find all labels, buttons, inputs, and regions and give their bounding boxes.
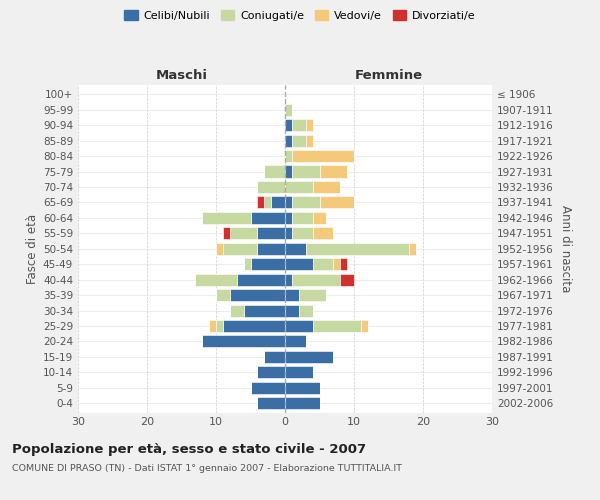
Bar	[196, 274, 237, 285]
Bar	[285, 289, 299, 301]
Bar	[285, 382, 320, 394]
Bar	[340, 258, 347, 270]
Bar	[216, 289, 230, 301]
Bar	[244, 258, 251, 270]
Bar	[265, 196, 271, 208]
Bar	[257, 181, 285, 193]
Legend: Celibi/Nubili, Coniugati/e, Vedovi/e, Divorziati/e: Celibi/Nubili, Coniugati/e, Vedovi/e, Di…	[120, 6, 480, 25]
Bar	[285, 212, 292, 224]
Bar	[340, 274, 354, 285]
Bar	[292, 274, 340, 285]
Bar	[265, 166, 285, 177]
Bar	[285, 351, 334, 363]
Bar	[409, 242, 416, 255]
Bar	[285, 196, 292, 208]
Bar	[237, 274, 285, 285]
Bar	[292, 166, 320, 177]
Bar	[313, 320, 361, 332]
Bar	[251, 258, 285, 270]
Bar	[230, 289, 285, 301]
Bar	[306, 134, 313, 146]
Bar	[285, 304, 299, 316]
Bar	[257, 366, 285, 378]
Bar	[251, 212, 285, 224]
Bar	[292, 150, 354, 162]
Bar	[257, 196, 265, 208]
Bar	[285, 119, 292, 131]
Bar	[285, 150, 292, 162]
Bar	[306, 242, 409, 255]
Bar	[285, 336, 306, 347]
Bar	[285, 104, 292, 116]
Bar	[320, 196, 354, 208]
Bar	[271, 196, 285, 208]
Bar	[334, 258, 340, 270]
Bar	[320, 166, 347, 177]
Text: COMUNE DI PRASO (TN) - Dati ISTAT 1° gennaio 2007 - Elaborazione TUTTITALIA.IT: COMUNE DI PRASO (TN) - Dati ISTAT 1° gen…	[12, 464, 402, 473]
Bar	[230, 304, 244, 316]
Bar	[244, 304, 285, 316]
Text: Femmine: Femmine	[355, 70, 422, 82]
Bar	[313, 212, 326, 224]
Bar	[313, 258, 334, 270]
Bar	[292, 212, 313, 224]
Bar	[257, 242, 285, 255]
Bar	[285, 242, 306, 255]
Bar	[306, 119, 313, 131]
Bar	[313, 228, 334, 239]
Bar	[285, 397, 320, 409]
Bar	[292, 119, 306, 131]
Bar	[285, 366, 313, 378]
Text: Popolazione per età, sesso e stato civile - 2007: Popolazione per età, sesso e stato civil…	[12, 442, 366, 456]
Bar	[361, 320, 368, 332]
Bar	[209, 320, 216, 332]
Bar	[257, 228, 285, 239]
Bar	[230, 228, 257, 239]
Bar	[257, 397, 285, 409]
Bar	[223, 228, 230, 239]
Y-axis label: Anni di nascita: Anni di nascita	[559, 205, 572, 292]
Bar	[223, 320, 285, 332]
Bar	[285, 258, 313, 270]
Bar	[285, 166, 292, 177]
Bar	[292, 228, 313, 239]
Bar	[292, 134, 306, 146]
Bar	[216, 242, 223, 255]
Bar	[285, 134, 292, 146]
Bar	[313, 181, 340, 193]
Bar	[299, 289, 326, 301]
Bar	[202, 336, 285, 347]
Bar	[223, 242, 257, 255]
Text: Maschi: Maschi	[155, 70, 208, 82]
Bar	[216, 320, 223, 332]
Y-axis label: Fasce di età: Fasce di età	[26, 214, 39, 284]
Bar	[285, 274, 292, 285]
Bar	[251, 382, 285, 394]
Bar	[285, 228, 292, 239]
Bar	[202, 212, 251, 224]
Bar	[265, 351, 285, 363]
Bar	[292, 196, 320, 208]
Bar	[285, 181, 313, 193]
Bar	[285, 320, 313, 332]
Bar	[299, 304, 313, 316]
